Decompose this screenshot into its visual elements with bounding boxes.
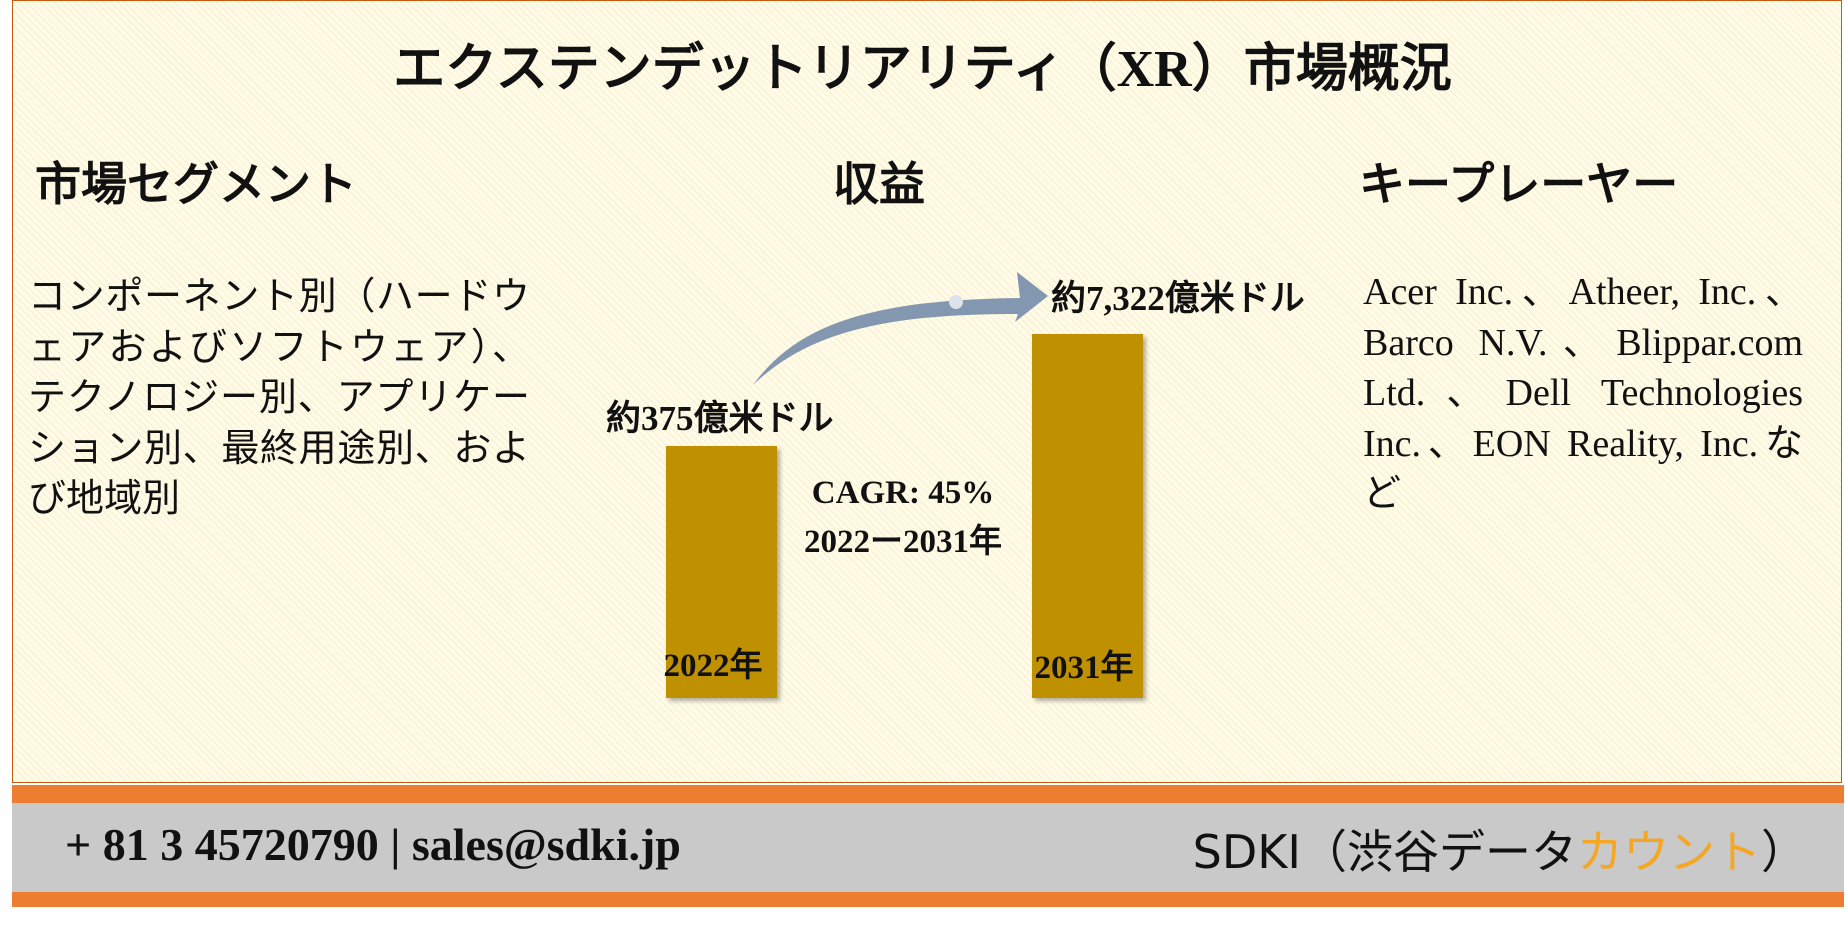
end-year: 2031年 — [1034, 650, 1134, 686]
players-heading: キープレーヤー — [1359, 159, 1679, 210]
start-value: 約375億米ドル — [606, 399, 834, 438]
bar-2031 — [1032, 334, 1143, 698]
bar-2022 — [666, 446, 777, 698]
period: 2022ー2031年 — [804, 524, 1002, 560]
revenue-heading: 収益 — [833, 159, 925, 210]
company-highlight: カウント — [1577, 825, 1761, 879]
end-value: 約7,322億米ドル — [1051, 279, 1305, 318]
players-text: Acer Inc.、Atheer, Inc.、Barco N.V.、Blippa… — [1363, 271, 1803, 515]
segments-text: コンポーネント別（ハードウェアおよびソフトウェア）、テクノロジー別、アプリケーシ… — [28, 276, 530, 520]
footer-stripe-bottom — [12, 892, 1844, 907]
company-prefix: SDKI（渋谷データ — [1192, 825, 1577, 879]
footer-stripe-top — [12, 785, 1844, 803]
content-panel — [12, 0, 1842, 783]
contact: + 81 3 45720790 | sales@sdki.jp — [65, 819, 681, 870]
segments-heading: 市場セグメント — [35, 159, 357, 210]
start-year: 2022年 — [663, 648, 763, 684]
growth-arrow — [753, 272, 1048, 385]
company: SDKI（渋谷データカウント） — [1193, 816, 1807, 882]
cagr: CAGR: 45% — [811, 475, 995, 511]
arrow-highlight — [949, 295, 963, 309]
company-suffix: ） — [1761, 825, 1807, 879]
footer-bar — [12, 803, 1844, 892]
title: エクステンデットリアリティ（XR）市場概況 — [393, 41, 1452, 98]
revenue-graphic — [666, 272, 1143, 698]
